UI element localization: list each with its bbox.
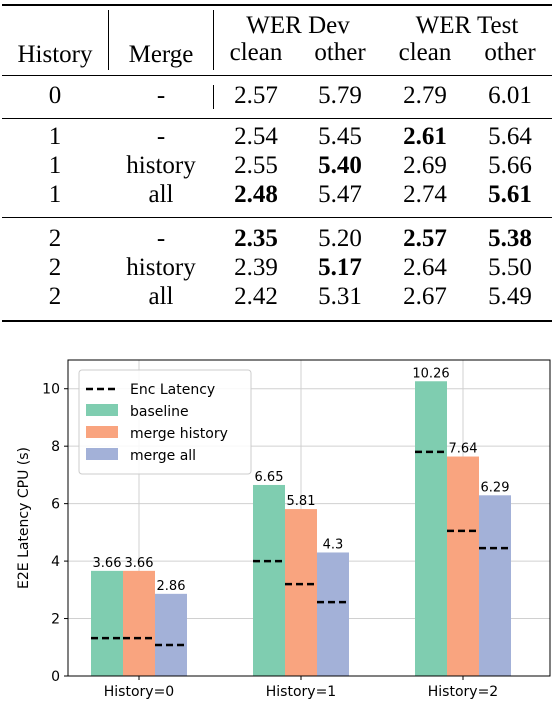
legend-box: [78, 369, 252, 475]
legend-label: baseline: [130, 404, 189, 420]
table-cell: 5.61: [488, 181, 532, 208]
table-cell: 2.67: [403, 283, 447, 310]
y-axis-label: E2E Latency CPU (s): [16, 447, 32, 589]
table-cell: -: [156, 123, 166, 150]
table-cell: 2: [48, 225, 62, 252]
table-cell: 5.40: [318, 152, 362, 179]
column-header: clean: [229, 39, 283, 66]
column-header: Merge: [128, 41, 194, 68]
table-cell: 5.45: [318, 123, 362, 150]
legend-label: merge all: [130, 448, 196, 464]
table-cell: -: [156, 225, 166, 252]
bar-merge-all: [479, 495, 511, 676]
table-cell: 5.38: [488, 225, 532, 252]
bar-baseline: [91, 570, 123, 676]
table-cell: 5.64: [488, 123, 532, 150]
column-header: clean: [398, 39, 452, 66]
data-label: 7.64: [449, 442, 478, 457]
table-bottom-rule: [2, 320, 552, 322]
table-cell: 2.61: [403, 123, 447, 150]
table-cell: 1: [48, 152, 62, 179]
bar-merge-all: [155, 593, 187, 676]
table-top-rule: [2, 4, 552, 6]
bar-merge-history: [123, 570, 155, 676]
table-cell: 2.64: [403, 254, 447, 281]
table-cell: 2.74: [403, 181, 447, 208]
column-header: other: [484, 39, 536, 66]
table-cell: 2.39: [234, 254, 278, 281]
table-cell: all: [148, 283, 174, 310]
table-cell: 5.20: [318, 225, 362, 252]
legend-swatch: [86, 448, 118, 460]
table-cell: 5.50: [488, 254, 532, 281]
bar-baseline: [253, 484, 285, 676]
table-cell: 2.54: [234, 123, 278, 150]
table-cell: 5.79: [318, 82, 362, 109]
results-table: WER Dev WER Test History Merge clean other cle…: [0, 0, 554, 330]
y-tick-label: 6: [51, 497, 60, 513]
y-tick-label: 2: [51, 612, 60, 628]
column-header: other: [314, 39, 366, 66]
table-cell: 1: [48, 181, 62, 208]
data-label: 3.66: [93, 556, 122, 571]
y-tick-label: 4: [51, 554, 60, 570]
table-cell: all: [148, 181, 174, 208]
data-label: 5.81: [287, 494, 316, 509]
group-header: WER Dev: [246, 12, 350, 39]
x-tick-label: History=2: [428, 684, 498, 700]
table-cell: 5.47: [318, 181, 362, 208]
group-rule-2: [2, 217, 552, 218]
table-cell: 2: [48, 283, 62, 310]
y-tick-label: 8: [51, 439, 60, 455]
header-rule: [2, 75, 552, 76]
data-label: 6.65: [255, 470, 284, 485]
legend-label: merge history: [130, 426, 228, 442]
table-cell: 2.57: [403, 225, 447, 252]
table-cell: history: [126, 152, 196, 179]
bar-merge-all: [317, 552, 349, 676]
table-cell: 2: [48, 254, 62, 281]
data-label: 10.26: [412, 366, 449, 381]
table-cell: history: [126, 254, 196, 281]
bar-merge-history: [285, 509, 317, 676]
legend-swatch: [86, 404, 118, 416]
group-rule-1: [2, 118, 552, 119]
legend-label: Enc Latency: [130, 382, 215, 398]
bar-merge-history: [447, 456, 479, 676]
table-cell: 2.57: [234, 82, 278, 109]
group-header: WER Test: [415, 12, 519, 39]
latency-bar-chart: 3.66 6.65 10.26 3.66 5.81 7.64 2.86 4.3 6.29 0 2 4 6…: [16, 359, 551, 700]
table-cell: 5.31: [318, 283, 362, 310]
table-cell: 2.48: [234, 181, 278, 208]
col-divider-3: [213, 85, 214, 109]
table-cell: 2.55: [234, 152, 278, 179]
table-cell: 0: [48, 82, 62, 109]
table-cell: 1: [48, 123, 62, 150]
data-label: 6.29: [481, 480, 510, 495]
data-label: 3.66: [125, 556, 154, 571]
table-cell: 5.49: [488, 283, 532, 310]
y-tick-label: 0: [51, 669, 60, 685]
table-cell: 5.17: [318, 254, 362, 281]
table-cell: 5.66: [488, 152, 532, 179]
table-cell: 2.69: [403, 152, 447, 179]
table-cell: 6.01: [488, 82, 532, 109]
x-tick-label: History=1: [266, 684, 336, 700]
table-cell: 2.35: [234, 225, 278, 252]
legend-swatch: [86, 426, 118, 438]
column-header: History: [17, 41, 93, 68]
bar-baseline: [415, 381, 447, 676]
col-divider-1: [108, 10, 109, 70]
y-tick-label: 10: [42, 382, 60, 398]
table-cell: -: [156, 82, 166, 109]
table-cell: 2.79: [403, 82, 447, 109]
data-label: 2.86: [157, 579, 186, 594]
x-tick-label: History=0: [104, 684, 174, 700]
data-label: 4.3: [323, 537, 344, 552]
table-cell: 2.42: [234, 283, 278, 310]
plot-frame: [67, 359, 551, 677]
col-divider-2: [213, 10, 214, 70]
